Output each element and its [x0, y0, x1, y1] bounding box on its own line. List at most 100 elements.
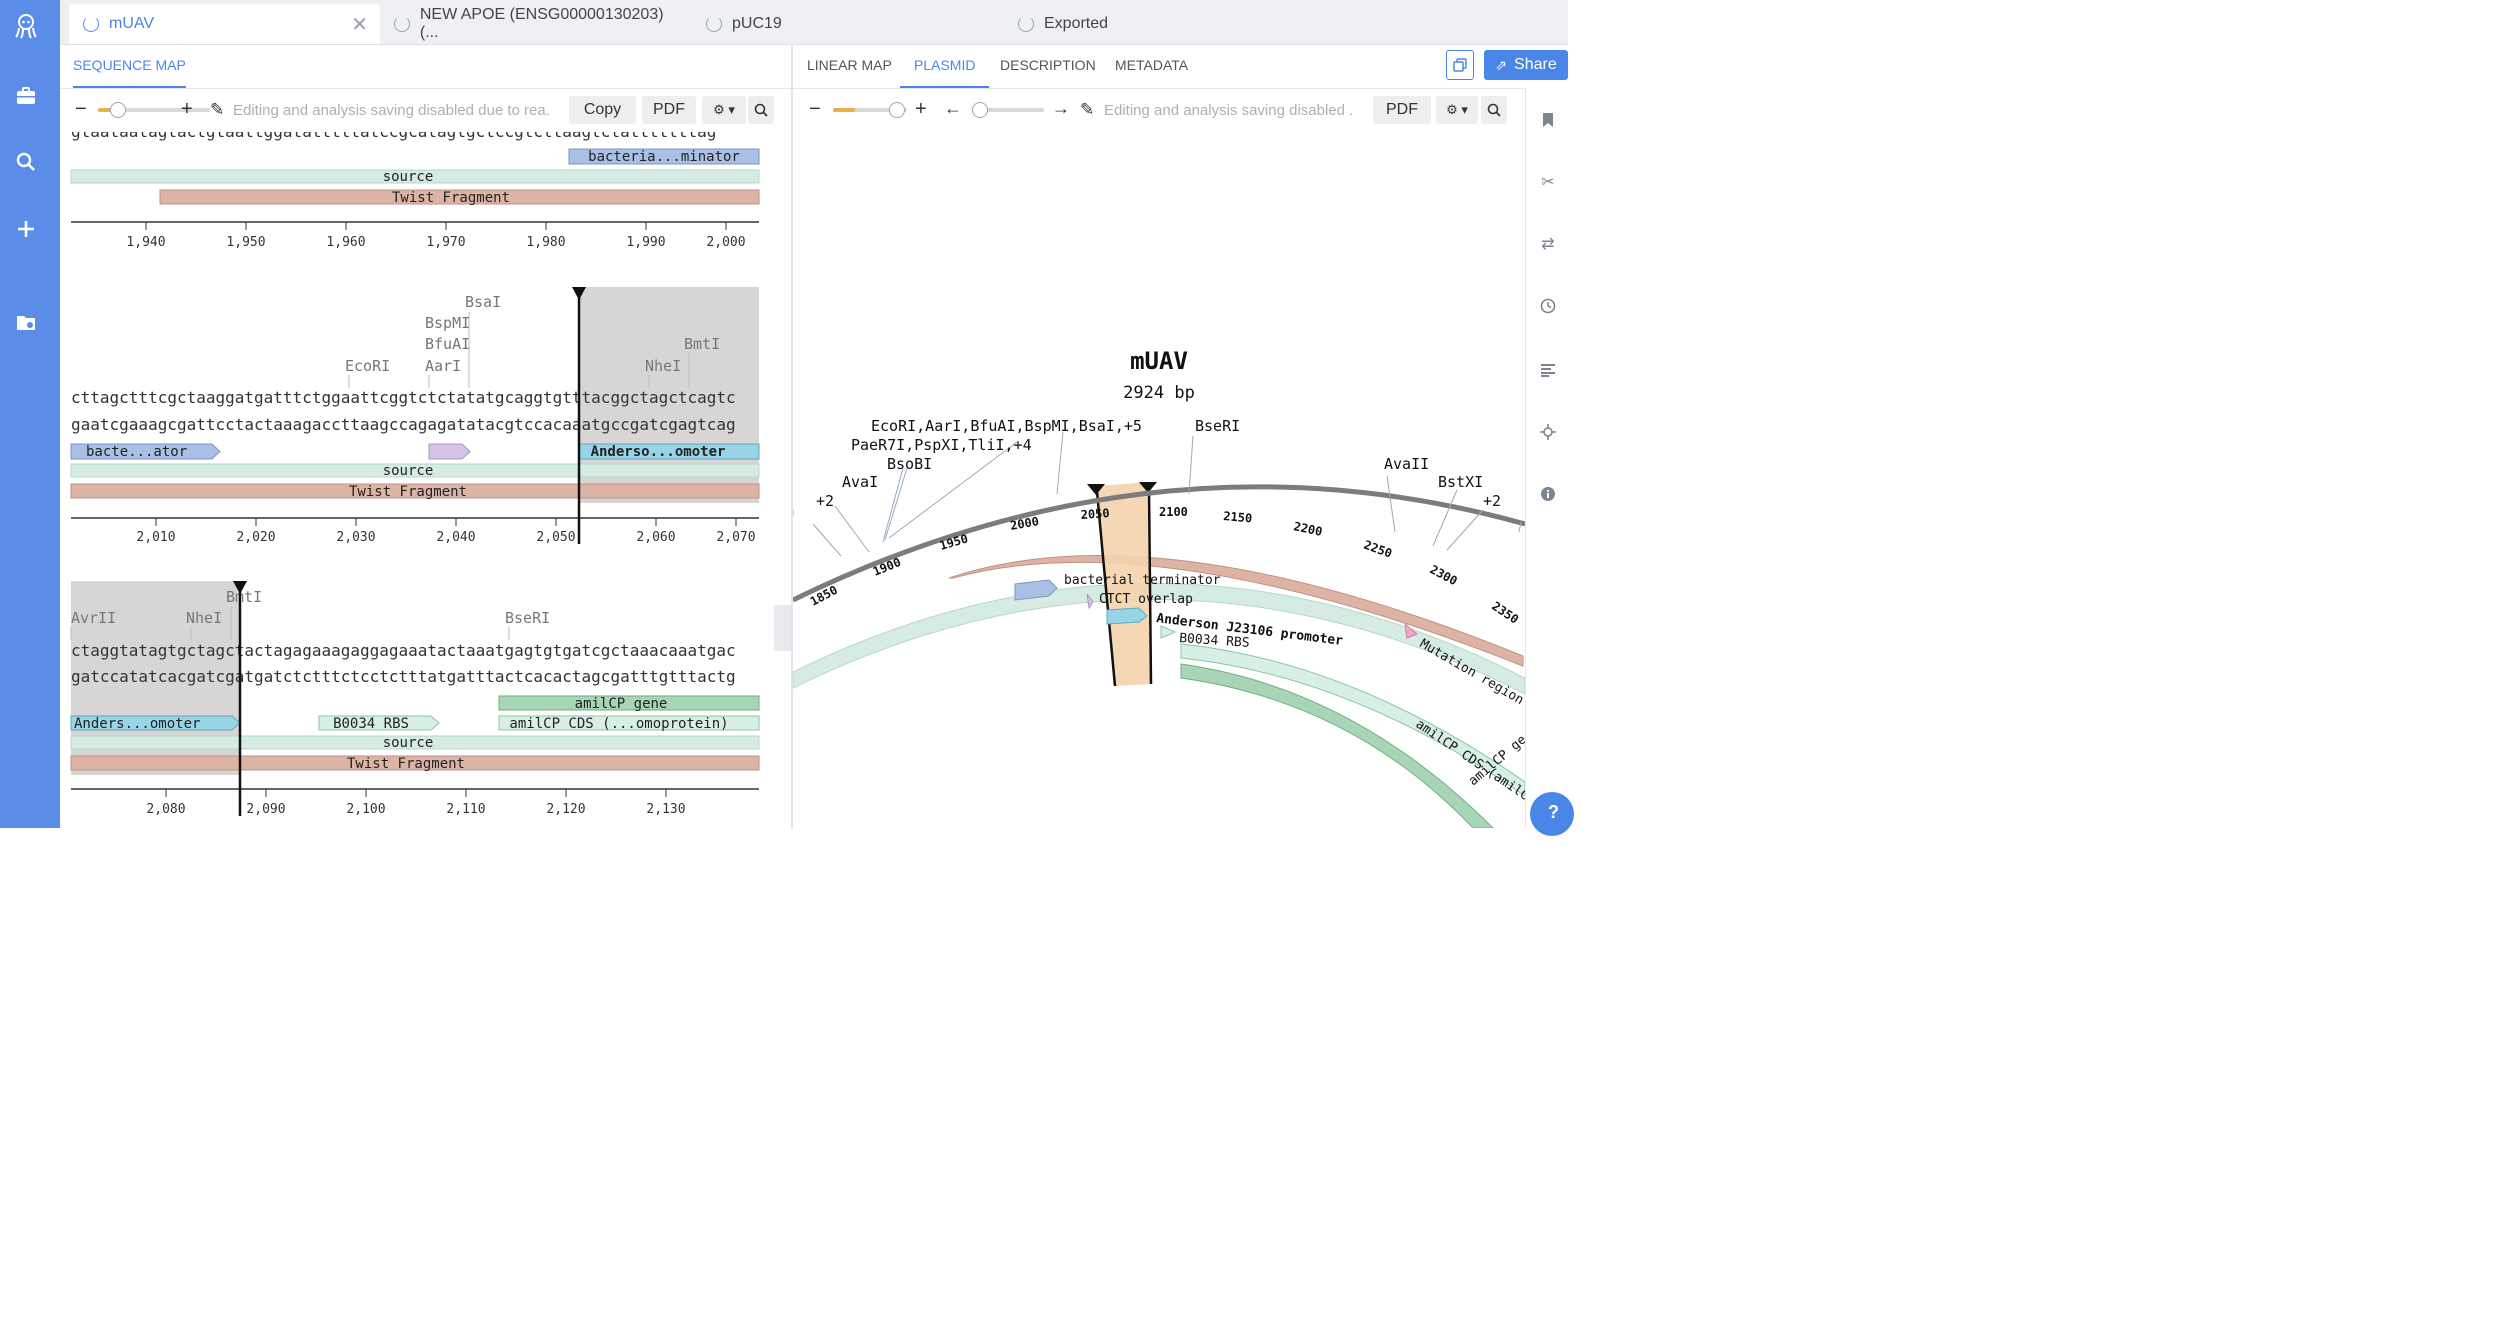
feature-anderson-promoter[interactable]: [70, 715, 241, 731]
feature-label: source: [383, 463, 434, 479]
enzyme-label-bmti[interactable]: BmtI: [226, 588, 262, 606]
arrow-left-icon[interactable]: ←: [944, 98, 962, 118]
enzyme-label-bfuai[interactable]: BfuAI: [425, 335, 470, 353]
enzyme-label-avrii[interactable]: AvrII: [71, 609, 116, 627]
tab-puc19[interactable]: pUC19: [706, 4, 826, 44]
feature-ctct-overlap[interactable]: [1086, 593, 1094, 610]
feature-bacterial-terminator[interactable]: [70, 443, 221, 460]
pdf-button[interactable]: PDF: [1373, 96, 1431, 124]
feature-label: amilCP gene: [575, 696, 668, 712]
enzyme-label-bspmi[interactable]: BspMI: [425, 314, 470, 332]
zoom-in-icon[interactable]: +: [915, 98, 927, 120]
clock-icon[interactable]: [1538, 296, 1558, 316]
crosshair-icon[interactable]: [1538, 422, 1558, 442]
feature-ctct-overlap[interactable]: [428, 443, 471, 460]
left-toolbar: − + ✎ Editing and analysis saving disabl…: [60, 88, 791, 132]
enzyme-label-aari[interactable]: AarI: [425, 357, 461, 375]
arrow-right-icon[interactable]: →: [1052, 98, 1070, 118]
scissors-icon[interactable]: ✂: [1541, 174, 1555, 191]
feature-anderson-promoter[interactable]: [1106, 607, 1148, 625]
feature-source[interactable]: [70, 735, 760, 750]
tab-muav[interactable]: mUAV ✕: [69, 4, 380, 44]
tick-label: 2,070: [716, 530, 755, 545]
rotation-slider[interactable]: [972, 102, 1044, 118]
feature-bacterial-terminator[interactable]: [568, 148, 760, 165]
scrollbar-thumb[interactable]: [774, 605, 791, 651]
enzyme-label-more[interactable]: +2: [816, 492, 834, 510]
zoom-out-icon[interactable]: −: [809, 98, 821, 120]
feature-twist-fragment[interactable]: [70, 483, 760, 499]
feature-amilcp-cds-arc[interactable]: [1180, 643, 1525, 797]
enzyme-label-bsobi[interactable]: BsoBI: [887, 455, 932, 473]
tab-linear-map[interactable]: LINEAR MAP: [807, 57, 892, 73]
copy-button[interactable]: Copy: [569, 96, 636, 124]
plus-icon[interactable]: [14, 217, 38, 241]
help-button[interactable]: ?: [1530, 792, 1574, 836]
tab-plasmid[interactable]: PLASMID: [900, 44, 990, 88]
octopus-logo-icon[interactable]: [14, 14, 38, 39]
bookmark-icon[interactable]: [1538, 110, 1558, 130]
pdf-button[interactable]: PDF: [642, 96, 696, 124]
enzyme-label-cluster[interactable]: EcoRI,AarI,BfuAI,BspMI,BsaI,+5: [871, 417, 1142, 435]
enzyme-label-nhei[interactable]: NheI: [645, 357, 681, 375]
enzyme-label-nhei[interactable]: NheI: [186, 609, 222, 627]
feature-amilcp-gene-arc[interactable]: [1180, 663, 1494, 828]
saving-disabled-notice: Editing and analysis saving disabled due…: [233, 102, 551, 119]
feature-b0034-rbs[interactable]: [318, 715, 440, 731]
duplicate-button[interactable]: [1446, 50, 1474, 80]
right-panel-tabs: LINEAR MAP PLASMID DESCRIPTION METADATA: [793, 44, 1568, 89]
zoom-slider[interactable]: [98, 102, 210, 118]
enzyme-label-cluster[interactable]: PaeR7I,PspXI,TliI,+4: [851, 436, 1032, 454]
gear-icon: ⚙ ▾: [713, 102, 735, 117]
feature-b0034-rbs[interactable]: [1160, 625, 1177, 639]
enzyme-label-avaii[interactable]: AvaII: [1384, 455, 1429, 473]
tab-apoe[interactable]: NEW APOE (ENSG00000130203) (...: [394, 4, 684, 44]
feature-source[interactable]: [70, 169, 760, 184]
tab-description[interactable]: DESCRIPTION: [1000, 57, 1096, 73]
cursor-marker-icon: [1087, 484, 1105, 495]
swap-icon[interactable]: ⇄: [1541, 236, 1555, 253]
sequence-map[interactable]: gtaataatagtactgtaattggatatttttatccgcatag…: [60, 132, 791, 828]
enzyme-label-bseri[interactable]: BseRI: [1195, 417, 1240, 435]
enzyme-label-bseri[interactable]: BseRI: [505, 609, 550, 627]
feature-mutation-region[interactable]: [1404, 622, 1418, 639]
enzyme-label-ecori[interactable]: EcoRI: [345, 357, 390, 375]
document-tab-bar: mUAV ✕ NEW APOE (ENSG00000130203) (... p…: [60, 0, 1568, 45]
selection-boundary[interactable]: [1095, 491, 1117, 687]
cursor-marker-icon[interactable]: [233, 581, 247, 594]
feature-amilcp-cds[interactable]: [498, 715, 760, 731]
plasmid-map[interactable]: mUAV 2924 bp 1850 1900 1950 2000 2050 21…: [793, 132, 1525, 828]
enzyme-label-avai[interactable]: AvaI: [842, 473, 878, 491]
find-button[interactable]: [748, 96, 774, 124]
feature-source[interactable]: [70, 463, 760, 478]
folder-icon[interactable]: [14, 310, 38, 334]
selection-boundary[interactable]: [1147, 487, 1153, 685]
tab-exported[interactable]: Exported: [1018, 4, 1158, 44]
enzyme-label-bstxi[interactable]: BstXI: [1438, 473, 1483, 491]
settings-dropdown[interactable]: ⚙ ▾: [1436, 96, 1478, 124]
search-icon[interactable]: [14, 150, 38, 174]
feature-amilcp-gene[interactable]: [498, 695, 760, 711]
loading-spinner-icon: [83, 16, 99, 32]
enzyme-label-bmti[interactable]: BmtI: [684, 335, 720, 353]
feature-twist-fragment[interactable]: [70, 755, 760, 771]
feature-bacterial-terminator[interactable]: [1014, 579, 1058, 601]
tab-metadata[interactable]: METADATA: [1115, 57, 1189, 73]
panel-divider[interactable]: [791, 44, 793, 828]
enzyme-label-bsai[interactable]: BsaI: [465, 293, 501, 311]
zoom-slider[interactable]: [833, 102, 907, 118]
tick-label: 2150: [1223, 509, 1253, 525]
share-button[interactable]: ⇗ Share: [1484, 50, 1568, 80]
tab-sequence-map[interactable]: SEQUENCE MAP: [73, 44, 186, 88]
cursor-marker-icon[interactable]: [572, 287, 586, 300]
info-icon[interactable]: [1538, 484, 1558, 504]
feature-twist-fragment[interactable]: [159, 189, 760, 205]
briefcase-icon[interactable]: [14, 84, 38, 108]
zoom-out-icon[interactable]: −: [75, 98, 87, 120]
find-button[interactable]: [1481, 96, 1507, 124]
zoom-in-icon[interactable]: +: [181, 98, 193, 120]
enzyme-label-more[interactable]: +2: [1483, 492, 1501, 510]
close-icon[interactable]: ✕: [351, 14, 368, 36]
settings-dropdown[interactable]: ⚙ ▾: [702, 96, 746, 124]
align-left-icon[interactable]: [1538, 360, 1558, 380]
